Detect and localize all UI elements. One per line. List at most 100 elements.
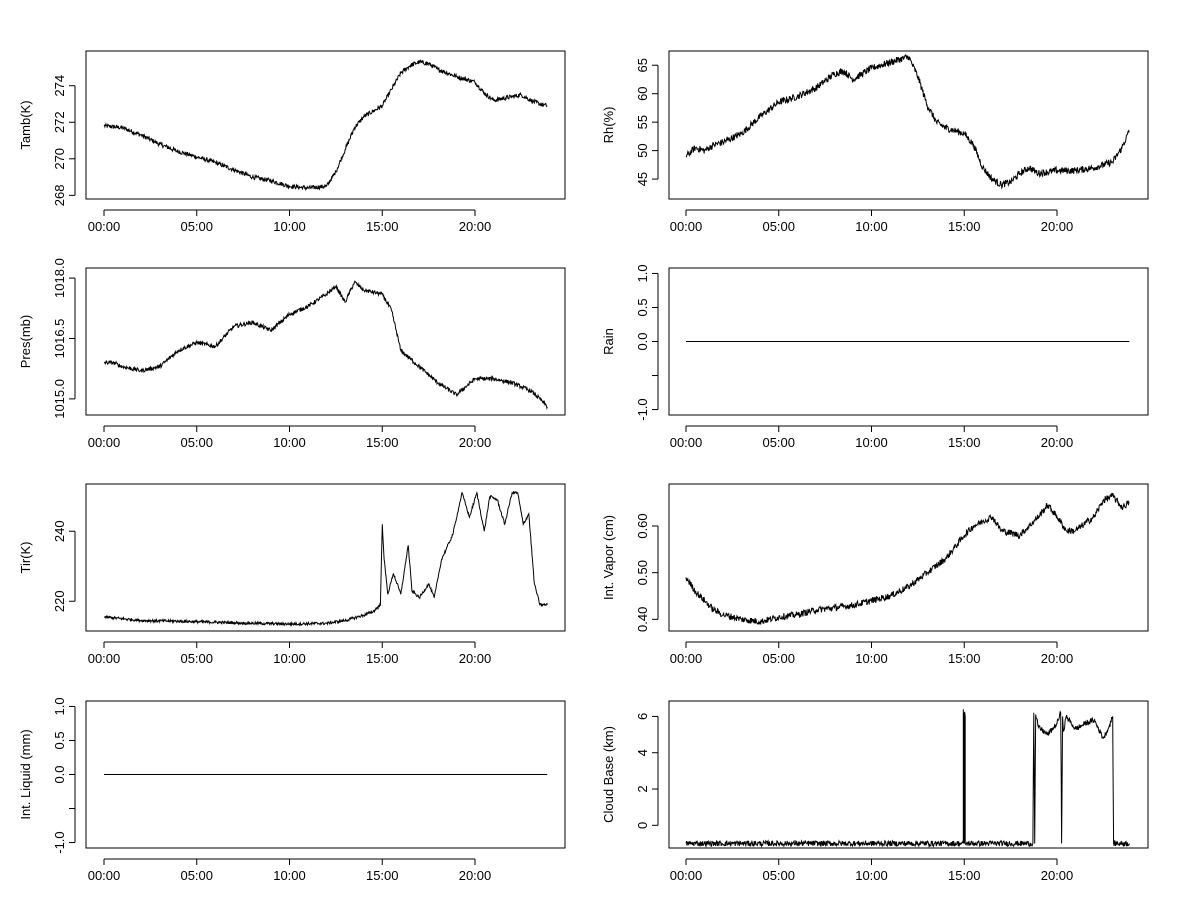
x-tick-label: 00:00 (88, 435, 121, 450)
panel-cloudbase: 00:00 05:00 10:00 15:00 20:00 0 2 4 6 Cloud Base … (601, 700, 1149, 883)
x-tick-label: 05:00 (762, 868, 795, 883)
y-tick-label: 2 (635, 785, 650, 792)
panel-vapor: 00:00 05:00 10:00 15:00 20:00 0.40 0.50 0.60 Int… (601, 483, 1149, 666)
x-tick-label: 05:00 (180, 435, 213, 450)
x-tick-label: 00:00 (88, 651, 121, 666)
y-tick-label: 4 (635, 749, 650, 756)
y-axis: 1015.0 1016.5 1018.0 (52, 258, 76, 419)
plot-frame (668, 267, 1149, 416)
plot-frame (668, 50, 1149, 200)
x-axis: 00:00 05:00 10:00 15:00 20:00 (670, 209, 1074, 234)
series-line (103, 280, 548, 410)
y-axis: 220 240 (52, 520, 76, 612)
series-line (685, 492, 1130, 625)
x-tick-label: 20:00 (459, 219, 492, 234)
x-tick-label: 00:00 (670, 868, 703, 883)
x-tick-label: 20:00 (1041, 219, 1074, 234)
series-line (685, 709, 1130, 848)
y-axis: 0 2 4 6 (635, 713, 659, 829)
y-tick-label: 0.5 (52, 731, 67, 749)
y-tick-label: 268 (52, 184, 67, 206)
x-axis: 00:00 05:00 10:00 15:00 20:00 (88, 209, 492, 234)
y-axis-label: Tamb(K) (18, 100, 33, 149)
x-tick-label: 20:00 (459, 435, 492, 450)
x-tick-label: 10:00 (273, 651, 306, 666)
y-tick-label: 6 (635, 713, 650, 720)
x-tick-label: 00:00 (670, 651, 703, 666)
x-tick-label: 20:00 (459, 651, 492, 666)
y-axis-label: Pres(mb) (18, 315, 33, 368)
panel-tir: 00:00 05:00 10:00 15:00 20:00 220 240 Tir(K) (18, 483, 566, 666)
panel-rain: 00:00 05:00 10:00 15:00 20:00 -1.0 0.0 0.5 1.0 Ra… (601, 264, 1149, 450)
y-tick-label: 270 (52, 148, 67, 170)
y-tick-label: -1.0 (635, 398, 650, 420)
x-tick-label: 00:00 (670, 435, 703, 450)
y-tick-label: 1.0 (635, 264, 650, 282)
y-tick-label: 1.0 (52, 697, 67, 715)
x-tick-label: 00:00 (88, 868, 121, 883)
plot-frame (85, 483, 566, 632)
x-axis: 00:00 05:00 10:00 15:00 20:00 (670, 641, 1074, 666)
y-tick-label: 272 (52, 111, 67, 133)
plot-frame (85, 50, 566, 200)
y-tick-label: 0.60 (635, 513, 650, 538)
y-axis: -1.0 0.0 0.5 1.0 (52, 697, 76, 854)
plot-frame (85, 267, 566, 416)
x-tick-label: 15:00 (948, 435, 981, 450)
series-line (103, 58, 548, 192)
x-tick-label: 05:00 (762, 435, 795, 450)
x-axis: 00:00 05:00 10:00 15:00 20:00 (670, 425, 1073, 450)
y-axis: -1.0 0.0 0.5 1.0 (635, 264, 659, 421)
x-tick-label: 15:00 (366, 219, 399, 234)
x-tick-label: 10:00 (855, 219, 888, 234)
x-tick-label: 05:00 (762, 219, 795, 234)
y-tick-label: 55 (635, 115, 650, 129)
y-tick-label: 60 (635, 86, 650, 100)
x-tick-label: 10:00 (273, 435, 306, 450)
panel-rh: 00:00 05:00 10:00 15:00 20:00 45 50 55 60 65 Rh(%) (601, 50, 1149, 234)
series-line (685, 54, 1130, 190)
x-tick-label: 15:00 (366, 435, 399, 450)
x-tick-label: 10:00 (273, 868, 306, 883)
y-tick-label: 50 (635, 143, 650, 157)
y-tick-label: 0.0 (635, 332, 650, 350)
x-tick-label: 05:00 (762, 651, 795, 666)
y-tick-label: 45 (635, 172, 650, 186)
y-tick-label: 1015.0 (52, 379, 67, 419)
x-axis: 00:00 05:00 10:00 15:00 20:00 (670, 858, 1073, 883)
x-tick-label: 10:00 (855, 435, 888, 450)
x-tick-label: 00:00 (88, 219, 121, 234)
x-axis: 00:00 05:00 10:00 15:00 20:00 (88, 641, 492, 666)
series-line (103, 490, 548, 627)
x-tick-label: 20:00 (1041, 651, 1074, 666)
y-axis-label: Rain (601, 328, 616, 355)
x-axis: 00:00 05:00 10:00 15:00 20:00 (88, 858, 492, 883)
y-tick-label: 0.50 (635, 560, 650, 585)
y-tick-label: 220 (52, 590, 67, 612)
x-tick-label: 10:00 (855, 651, 888, 666)
plot-frame (668, 483, 1149, 632)
y-tick-label: 274 (52, 75, 67, 97)
x-tick-label: 05:00 (180, 219, 213, 234)
x-tick-label: 00:00 (670, 219, 703, 234)
plot-frame (668, 700, 1149, 849)
y-tick-label: 0.40 (635, 607, 650, 632)
x-tick-label: 05:00 (180, 868, 213, 883)
x-tick-label: 15:00 (948, 219, 981, 234)
panel-pres: 00:00 05:00 10:00 15:00 20:00 1015.01016.5101… (18, 258, 566, 450)
x-tick-label: 10:00 (273, 219, 306, 234)
y-axis-label: Cloud Base (km) (601, 726, 616, 823)
y-tick-label: 240 (52, 520, 67, 542)
panel-liquid: 00:00 05:00 10:00 15:00 20:00 -1.0 0.0 0.5 1.0 In… (18, 697, 566, 883)
y-axis-label: Rh(%) (601, 107, 616, 144)
x-axis: 00:00 05:00 10:00 15:00 20:00 (88, 425, 492, 450)
y-tick-label: 0.5 (635, 298, 650, 316)
y-axis-label: Int. Liquid (mm) (18, 729, 33, 819)
y-tick-label: 0 (635, 822, 650, 829)
x-tick-label: 15:00 (948, 868, 981, 883)
y-tick-label: -1.0 (52, 831, 67, 853)
x-tick-label: 20:00 (459, 868, 492, 883)
x-tick-label: 10:00 (855, 868, 888, 883)
y-tick-label: 0.0 (52, 765, 67, 783)
